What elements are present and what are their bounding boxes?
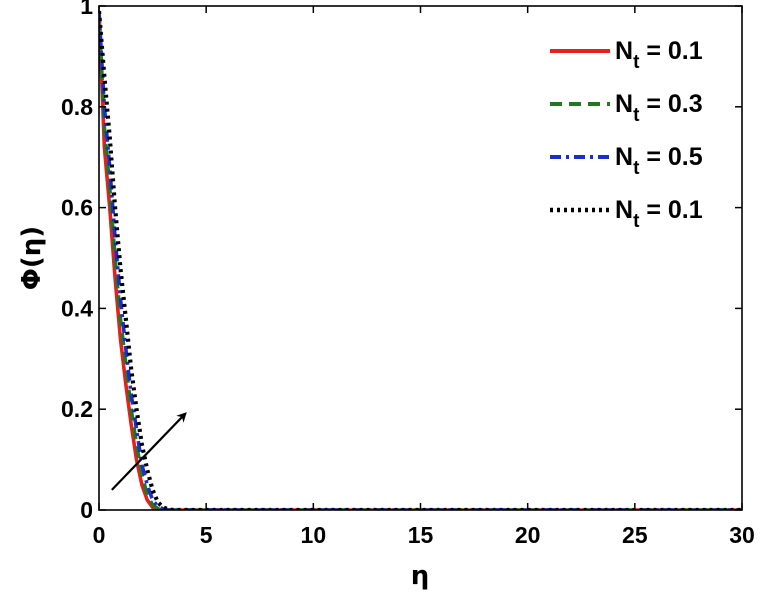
- plot-background: [99, 6, 742, 510]
- y-tick-label: 0: [80, 497, 93, 523]
- x-axis-label: η: [411, 561, 430, 591]
- x-tick-label: 5: [200, 522, 213, 548]
- legend-label-2: Nt = 0.3: [615, 90, 703, 126]
- x-tick-label: 15: [408, 522, 434, 548]
- legend-label-1: Nt = 0.1: [615, 37, 703, 73]
- x-tick-label: 10: [301, 522, 327, 548]
- x-axis-ticks: 0 5 10 15 20 25 30: [93, 6, 755, 548]
- legend-label-4: Nt = 0.1: [615, 196, 703, 232]
- x-tick-label: 25: [622, 522, 648, 548]
- y-tick-label: 0.4: [61, 295, 93, 321]
- y-axis-label: Φ(η): [17, 226, 47, 290]
- x-tick-label: 20: [515, 522, 541, 548]
- y-tick-label: 0.6: [61, 195, 93, 221]
- y-tick-label: 0.2: [61, 396, 93, 422]
- y-tick-label: 1: [80, 0, 93, 19]
- legend: Nt = 0.1 Nt = 0.3 Nt = 0.5 Nt = 0.1: [550, 37, 703, 232]
- y-axis-ticks: 0 0.2 0.4 0.6 0.8 1: [61, 0, 742, 523]
- legend-label-3: Nt = 0.5: [615, 143, 703, 179]
- y-tick-label: 0.8: [61, 94, 93, 120]
- series-layer: [99, 10, 742, 510]
- annotation-layer: [111, 412, 187, 491]
- x-tick-label: 30: [729, 522, 755, 548]
- trend-arrow: [111, 412, 187, 491]
- series-line-3: [99, 10, 742, 510]
- x-tick-label: 0: [93, 522, 106, 548]
